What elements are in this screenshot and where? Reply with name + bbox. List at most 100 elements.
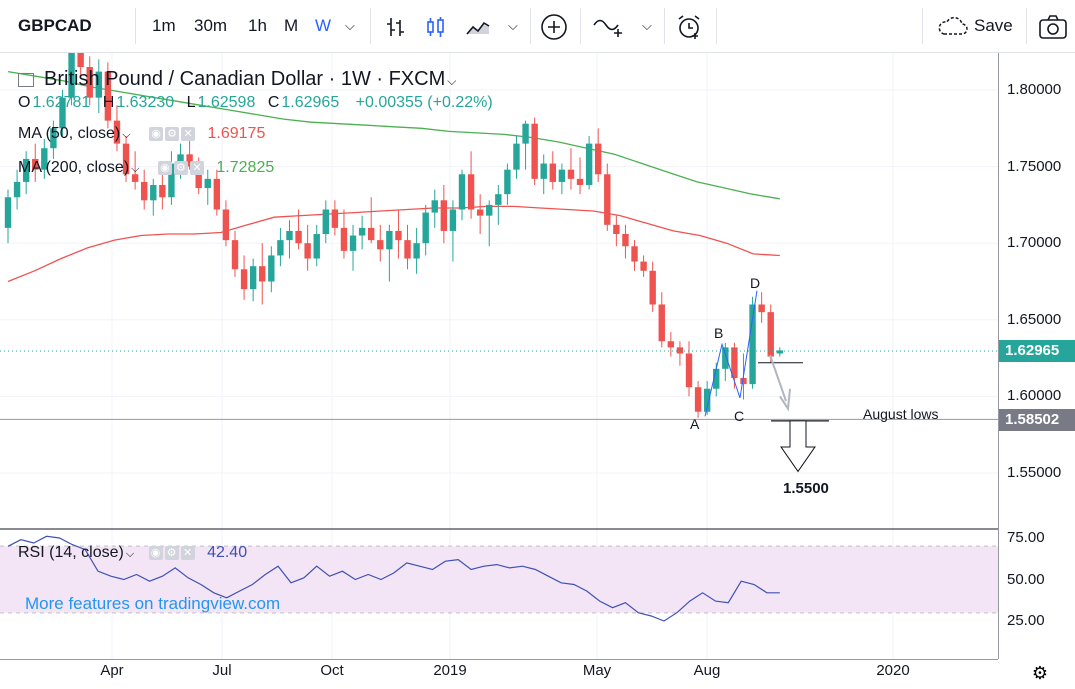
candle	[758, 292, 765, 323]
candle	[41, 139, 48, 179]
interval-1h[interactable]: 1h	[248, 16, 267, 35]
candle-body	[386, 230, 393, 250]
abcd-pattern	[704, 290, 758, 417]
eye-icon[interactable]: ◉	[149, 126, 164, 141]
candle	[377, 224, 384, 262]
candle	[449, 200, 457, 262]
ma50-label[interactable]: MA (50, close)	[18, 125, 121, 142]
eye-icon[interactable]: ◉	[148, 545, 163, 560]
chevron-down-icon[interactable]: ⌵	[131, 163, 140, 175]
candle-body	[404, 240, 411, 259]
chevron-down-icon[interactable]: ⌵	[447, 74, 457, 88]
wave-b-label: B	[714, 325, 724, 341]
price-axis[interactable]: 1.80000 1.75000 1.70000 1.65000 1.60000 …	[998, 53, 1075, 659]
candle	[776, 347, 783, 357]
candle-body	[159, 184, 166, 198]
high-value: 1.63230	[116, 94, 175, 111]
bar-style-icon[interactable]	[385, 0, 407, 52]
candle-body	[431, 200, 438, 213]
watermark-link[interactable]: More features on tradingview.com	[25, 594, 281, 613]
candle	[104, 62, 112, 129]
gear-icon[interactable]: ⚙	[1031, 663, 1049, 683]
candle	[749, 296, 756, 389]
candle-body	[713, 368, 720, 389]
interval-week[interactable]: W	[315, 16, 332, 35]
candle	[122, 135, 130, 182]
chevron-down-icon[interactable]: ⌵	[642, 18, 652, 33]
alarm-clock-icon[interactable]	[675, 0, 703, 52]
rsi-label[interactable]: RSI (14, close)	[18, 544, 124, 561]
interval-month[interactable]: M	[284, 16, 299, 35]
candle-body	[467, 174, 475, 210]
candle	[658, 292, 665, 348]
chart-icon	[18, 72, 34, 87]
add-indicator-icon[interactable]	[540, 0, 568, 52]
time-axis[interactable]: Apr Jul Oct 2019 May Aug 2020	[0, 659, 998, 689]
candle-body	[22, 158, 30, 182]
chevron-down-icon[interactable]: ⌵	[122, 129, 131, 141]
wave-d-label: D	[750, 275, 761, 291]
candle	[422, 204, 429, 256]
candle-body	[377, 240, 384, 250]
cloud-icon[interactable]	[936, 0, 970, 52]
gear-icon[interactable]: ⚙	[164, 545, 179, 560]
area-style-icon[interactable]	[465, 0, 491, 52]
gear-icon[interactable]: ⚙	[165, 126, 180, 141]
candle	[685, 341, 693, 397]
ma200-label[interactable]: MA (200, close)	[18, 159, 130, 176]
rsi-tick: 25.00	[1007, 612, 1045, 629]
toolbar-divider	[716, 8, 717, 44]
candle	[486, 200, 493, 247]
candle	[576, 157, 584, 195]
candle-body	[486, 204, 493, 216]
price-tick: 1.55000	[1007, 464, 1062, 481]
candle-body	[231, 240, 239, 270]
symbol-search[interactable]: GBPCAD	[18, 16, 92, 35]
candle-body	[731, 347, 738, 379]
price-chart[interactable]	[0, 53, 998, 659]
candle	[631, 240, 638, 271]
candle-body	[95, 71, 102, 98]
eye-icon[interactable]: ◉	[157, 160, 172, 175]
candle-body	[549, 163, 556, 182]
close-icon[interactable]: ✕	[180, 545, 195, 560]
open-label: O	[18, 94, 31, 111]
low-label: L	[186, 94, 196, 111]
compare-icon[interactable]	[592, 0, 626, 52]
close-icon[interactable]: ✕	[181, 126, 196, 141]
interval-1m[interactable]: 1m	[152, 16, 176, 35]
candle-body	[240, 269, 248, 290]
gear-icon[interactable]: ⚙	[173, 160, 188, 175]
high-label: H	[102, 94, 115, 111]
candle-body	[776, 350, 783, 354]
candle	[767, 304, 774, 363]
ma50-value: 1.69175	[207, 125, 266, 142]
candle-body	[703, 388, 711, 412]
candle-body	[131, 174, 139, 182]
ma50-legend: MA (50, close) ⌵ ◉ ⚙ ✕ 1.69175	[18, 125, 267, 143]
candle-body	[531, 123, 538, 179]
candle	[168, 151, 175, 205]
candle	[549, 151, 556, 190]
chevron-down-icon[interactable]: ⌵	[508, 18, 518, 33]
close-icon[interactable]: ✕	[189, 160, 204, 175]
toolbar-divider	[664, 8, 665, 44]
camera-icon[interactable]	[1038, 0, 1068, 52]
candle-body	[86, 67, 93, 98]
candle	[431, 189, 438, 228]
price-tick: 1.60000	[1007, 387, 1062, 404]
candle	[22, 151, 30, 195]
candle	[113, 105, 121, 152]
change-value: +0.00355 (+0.22%)	[355, 94, 493, 111]
save-button[interactable]: Save	[974, 16, 1013, 35]
candle-body	[640, 261, 647, 271]
low-value: 1.62598	[197, 94, 256, 111]
interval-30m[interactable]: 30m	[194, 16, 228, 35]
candle-body	[622, 234, 629, 247]
rsi-tick: 75.00	[1007, 529, 1045, 546]
candle-body	[722, 347, 729, 369]
candle	[476, 194, 484, 235]
chevron-down-icon[interactable]: ⌵	[345, 18, 355, 33]
chevron-down-icon[interactable]: ⌵	[125, 548, 135, 560]
candle-style-icon[interactable]	[425, 0, 447, 52]
